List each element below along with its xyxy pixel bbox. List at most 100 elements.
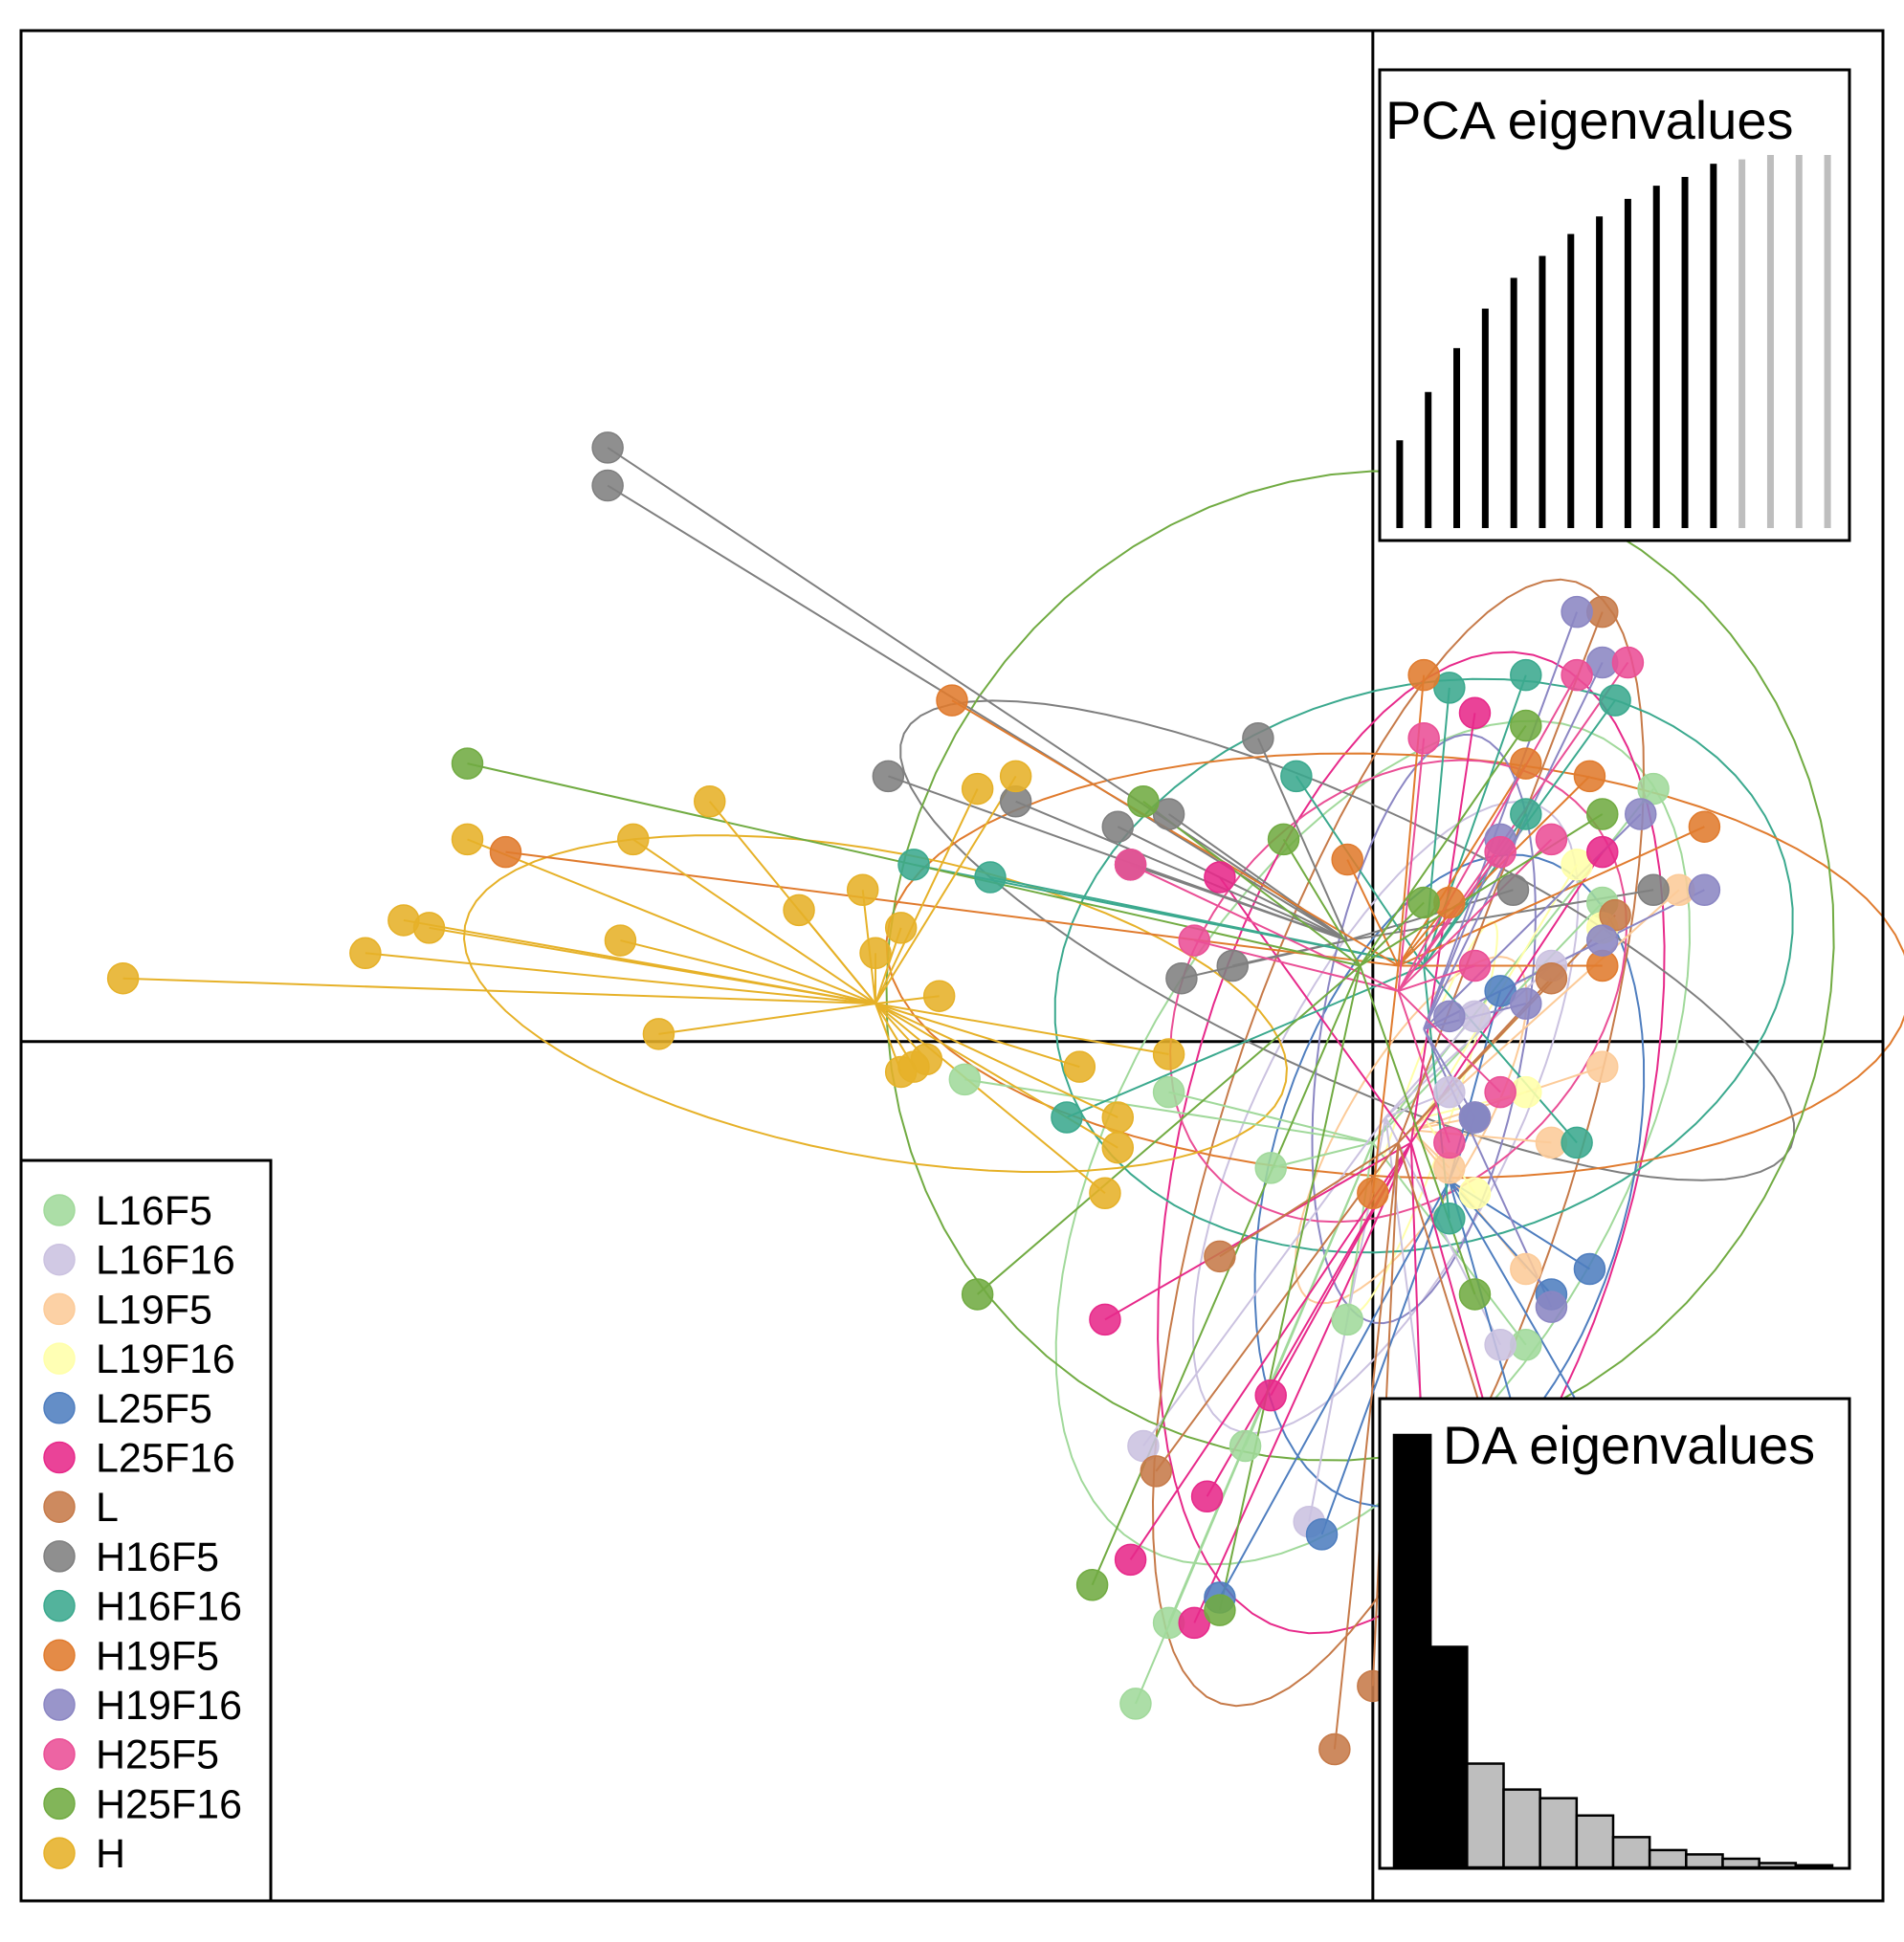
legend-swatch-l (43, 1490, 76, 1523)
pca-bar (1567, 233, 1575, 528)
point-h (451, 823, 484, 856)
da-bar (1685, 1853, 1724, 1869)
point-h16f16 (1433, 1202, 1466, 1235)
point-h19f16 (1625, 798, 1657, 830)
point-h (783, 894, 815, 927)
legend-frame (19, 1159, 273, 1903)
spoke-l16f16 (1142, 1116, 1386, 1447)
spoke-h (875, 775, 1017, 1004)
point-h (1089, 1177, 1121, 1210)
point-l (1204, 1240, 1236, 1273)
point-h (1101, 1131, 1135, 1164)
point-l (1318, 1732, 1351, 1766)
spoke-h25f5 (1397, 990, 1501, 1093)
point-h16f5 (872, 760, 905, 793)
da-eigenvalue-bars (1392, 1433, 1834, 1869)
legend-label-h16f16: H16F16 (96, 1584, 242, 1630)
point-l25f16 (1114, 1543, 1147, 1577)
point-h (412, 912, 446, 944)
point-h (106, 961, 140, 995)
point-h25f5 (1484, 835, 1517, 869)
point-h25f5 (1407, 721, 1440, 755)
spoke-h16f5 (607, 447, 1348, 941)
point-l25f5 (1484, 975, 1517, 1007)
da-bar (1575, 1814, 1615, 1869)
spoke-h (875, 788, 979, 1004)
point-h16f16 (1433, 672, 1466, 704)
point-h16f5 (591, 431, 624, 464)
point-h25f16 (1407, 886, 1440, 919)
legend-label-h19f5: H19F5 (96, 1633, 219, 1679)
pca-bar (1453, 347, 1461, 528)
point-h16f16 (974, 861, 1007, 894)
point-h25f16 (1204, 1594, 1236, 1626)
legend-swatch-l19f16 (43, 1342, 76, 1375)
da-bar (1648, 1848, 1688, 1869)
point-l25f5 (1573, 1252, 1606, 1286)
spoke-h19f5 (951, 699, 1400, 967)
pca-bar (1539, 255, 1546, 528)
point-h (604, 924, 637, 957)
point-h19f5 (1510, 747, 1542, 780)
point-l16f5 (1637, 772, 1670, 805)
point-h25f5 (1458, 949, 1492, 982)
spoke-h16f5 (1168, 813, 1348, 941)
point-h25f5 (1178, 924, 1210, 957)
point-h (642, 1018, 675, 1050)
spoke-h19f5 (1371, 965, 1400, 1194)
spoke-h25f16 (1282, 838, 1362, 967)
legend-swatch-l25f16 (43, 1441, 76, 1474)
point-l (1535, 961, 1568, 995)
point-h16f16 (1510, 658, 1542, 692)
legend-swatch-h25f5 (43, 1737, 76, 1771)
point-l25f16 (1178, 1606, 1210, 1640)
spoke-h (798, 909, 876, 1004)
da-bar (1794, 1864, 1834, 1869)
spoke-h25f16 (977, 964, 1362, 1295)
point-h25f5 (1433, 1126, 1466, 1159)
ellipse-h25f16 (885, 470, 1835, 1462)
point-h25f16 (1510, 709, 1542, 742)
spoke-h (875, 1003, 1106, 1195)
spoke-h (875, 1003, 1169, 1055)
spoke-h25f5 (1397, 661, 1629, 992)
point-h19f16 (1458, 1101, 1492, 1134)
da-bar (1758, 1862, 1798, 1869)
ellipse-h25f5 (1169, 759, 1627, 1224)
da-bar (1611, 1836, 1651, 1869)
legend-label-l25f16: L25F16 (96, 1436, 235, 1482)
legend-swatch-l16f16 (43, 1243, 76, 1276)
point-l16f5 (948, 1063, 982, 1096)
pca-bar (1396, 440, 1404, 528)
point-h (859, 937, 892, 970)
point-h (1101, 1101, 1135, 1134)
pca-eigenvalues-inset: PCA eigenvalues (1378, 68, 1851, 542)
ellipse-l16f16 (1191, 800, 1580, 1435)
point-h19f16 (1510, 987, 1542, 1020)
point-l19f5 (1586, 1050, 1619, 1083)
spoke-h25f5 (1130, 863, 1399, 992)
point-h25f5 (1561, 658, 1593, 692)
point-h16f16 (897, 849, 930, 881)
ellipse-h16f5 (899, 699, 1796, 1181)
pca-bar (1710, 164, 1717, 529)
point-h19f16 (1586, 924, 1619, 957)
point-h25f5 (1114, 849, 1147, 881)
pca-bar (1425, 391, 1432, 528)
spoke-h (875, 1003, 1080, 1069)
point-h19f5 (1407, 658, 1440, 692)
point-l19f16 (1561, 849, 1593, 881)
point-h16f5 (1496, 873, 1530, 906)
point-l25f16 (1204, 861, 1236, 894)
pca-bar (1624, 198, 1631, 528)
axes-crosshair (21, 31, 1883, 1901)
point-h16f5 (1165, 961, 1198, 995)
spoke-l (1333, 1142, 1400, 1750)
da-bar (1466, 1762, 1505, 1869)
point-h19f5 (1331, 843, 1363, 876)
point-h (922, 980, 956, 1012)
point-l16f16 (1127, 1429, 1160, 1463)
legend-swatch-h19f5 (43, 1639, 76, 1672)
spoke-h16f16 (1423, 964, 1578, 1144)
spoke-h25f16 (1359, 965, 1476, 1295)
